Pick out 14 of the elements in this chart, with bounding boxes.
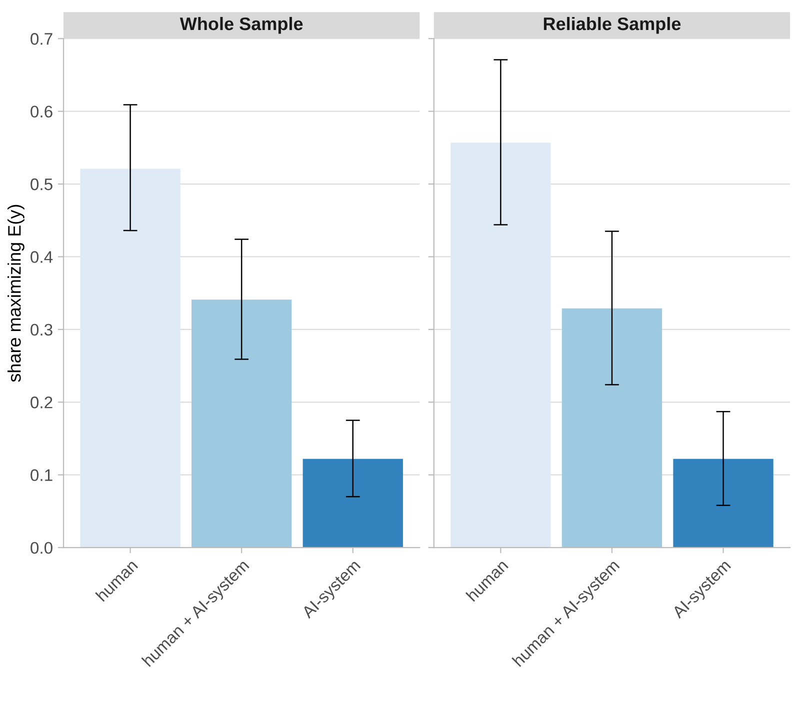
chart-title: Reliable Sample: [544, 16, 681, 34]
y-tick-label: 0.6: [30, 106, 52, 118]
y-tick-label: 0.0: [30, 542, 52, 554]
y-tick-label: 0.4: [30, 251, 53, 263]
bar: [80, 168, 180, 548]
y-tick-label: 0.7: [30, 33, 52, 45]
y-tick-label: 0.1: [30, 469, 52, 482]
bar: [302, 458, 403, 548]
chart-title: Whole Sample: [180, 16, 303, 34]
y-tick-label: 0.3: [30, 324, 52, 336]
y-tick-label: 0.2: [30, 396, 52, 408]
bar: [192, 300, 292, 548]
y-tick-label: 0.5: [30, 178, 52, 190]
y-axis-title: share maximizing E(y): [8, 204, 24, 382]
